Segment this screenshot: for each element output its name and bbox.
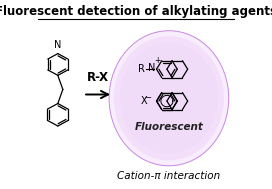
Ellipse shape: [120, 43, 218, 154]
Text: X: X: [140, 96, 147, 106]
Text: N: N: [148, 64, 156, 73]
Text: −: −: [144, 94, 151, 103]
Ellipse shape: [114, 36, 224, 160]
Text: R-X: R-X: [87, 71, 109, 84]
Text: Fluorescent: Fluorescent: [134, 122, 203, 132]
Ellipse shape: [109, 31, 229, 166]
Text: R: R: [138, 64, 145, 74]
Text: Fluorescent detection of alkylating agents: Fluorescent detection of alkylating agen…: [0, 5, 272, 18]
Text: N: N: [54, 40, 61, 50]
Ellipse shape: [127, 51, 211, 146]
Text: +: +: [154, 56, 161, 65]
Text: Cation-π interaction: Cation-π interaction: [117, 171, 221, 181]
